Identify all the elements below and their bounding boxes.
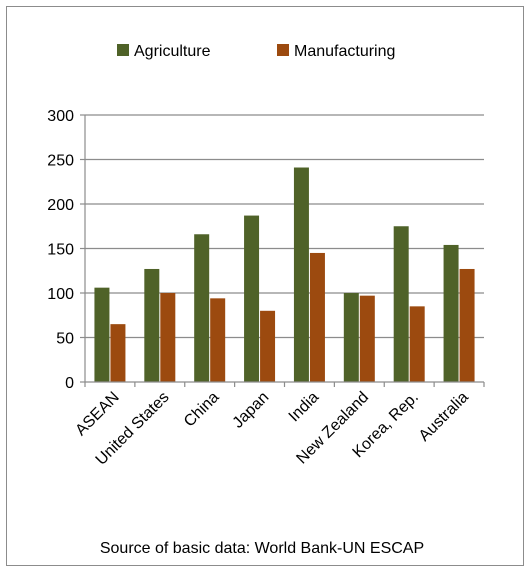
bar-manufacturing-asean — [110, 324, 126, 382]
x-tick-label-australia: Australia — [416, 389, 472, 445]
legend-swatch-agriculture — [117, 44, 129, 56]
legend: Agriculture Manufacturing — [117, 43, 395, 60]
bar-agriculture-asean — [94, 287, 110, 382]
y-tick-label-200: 200 — [47, 197, 74, 214]
bar-manufacturing-japan — [260, 310, 276, 382]
bar-agriculture-china — [194, 234, 210, 382]
x-tick-label-asean: ASEAN — [72, 389, 122, 439]
legend-label-agriculture: Agriculture — [134, 43, 211, 60]
legend-swatch-manufacturing — [277, 44, 289, 56]
x-tick-label-india: India — [286, 389, 323, 426]
bar-agriculture-india — [293, 167, 309, 382]
bar-manufacturing-united-states — [160, 293, 176, 382]
legend-label-manufacturing: Manufacturing — [294, 43, 395, 60]
y-tick-label-150: 150 — [47, 242, 74, 259]
x-tick-label-china: China — [181, 389, 223, 431]
chart-frame — [6, 6, 524, 566]
bar-agriculture-australia — [443, 244, 459, 382]
source-note: Source of basic data: World Bank-UN ESCA… — [100, 540, 424, 557]
y-tick-label-300: 300 — [47, 108, 74, 125]
bar-agriculture-new-zealand — [343, 293, 359, 382]
y-tick-label-250: 250 — [47, 153, 74, 170]
axes — [80, 114, 485, 387]
bar-manufacturing-china — [210, 298, 226, 382]
y-tick-labels: 0 50 100 150 200 250 300 — [47, 108, 74, 392]
bar-agriculture-korea-rep — [393, 226, 409, 382]
bars — [94, 167, 475, 382]
bar-manufacturing-australia — [459, 268, 475, 382]
bar-manufacturing-new-zealand — [359, 295, 375, 382]
y-tick-label-100: 100 — [47, 286, 74, 303]
bar-agriculture-japan — [244, 215, 260, 382]
bar-manufacturing-korea-rep — [409, 306, 425, 382]
bar-manufacturing-india — [309, 252, 325, 382]
y-tick-label-0: 0 — [65, 375, 74, 392]
x-tick-label-japan: Japan — [230, 389, 273, 432]
y-tick-label-50: 50 — [56, 331, 74, 348]
bar-agriculture-united-states — [144, 268, 160, 382]
